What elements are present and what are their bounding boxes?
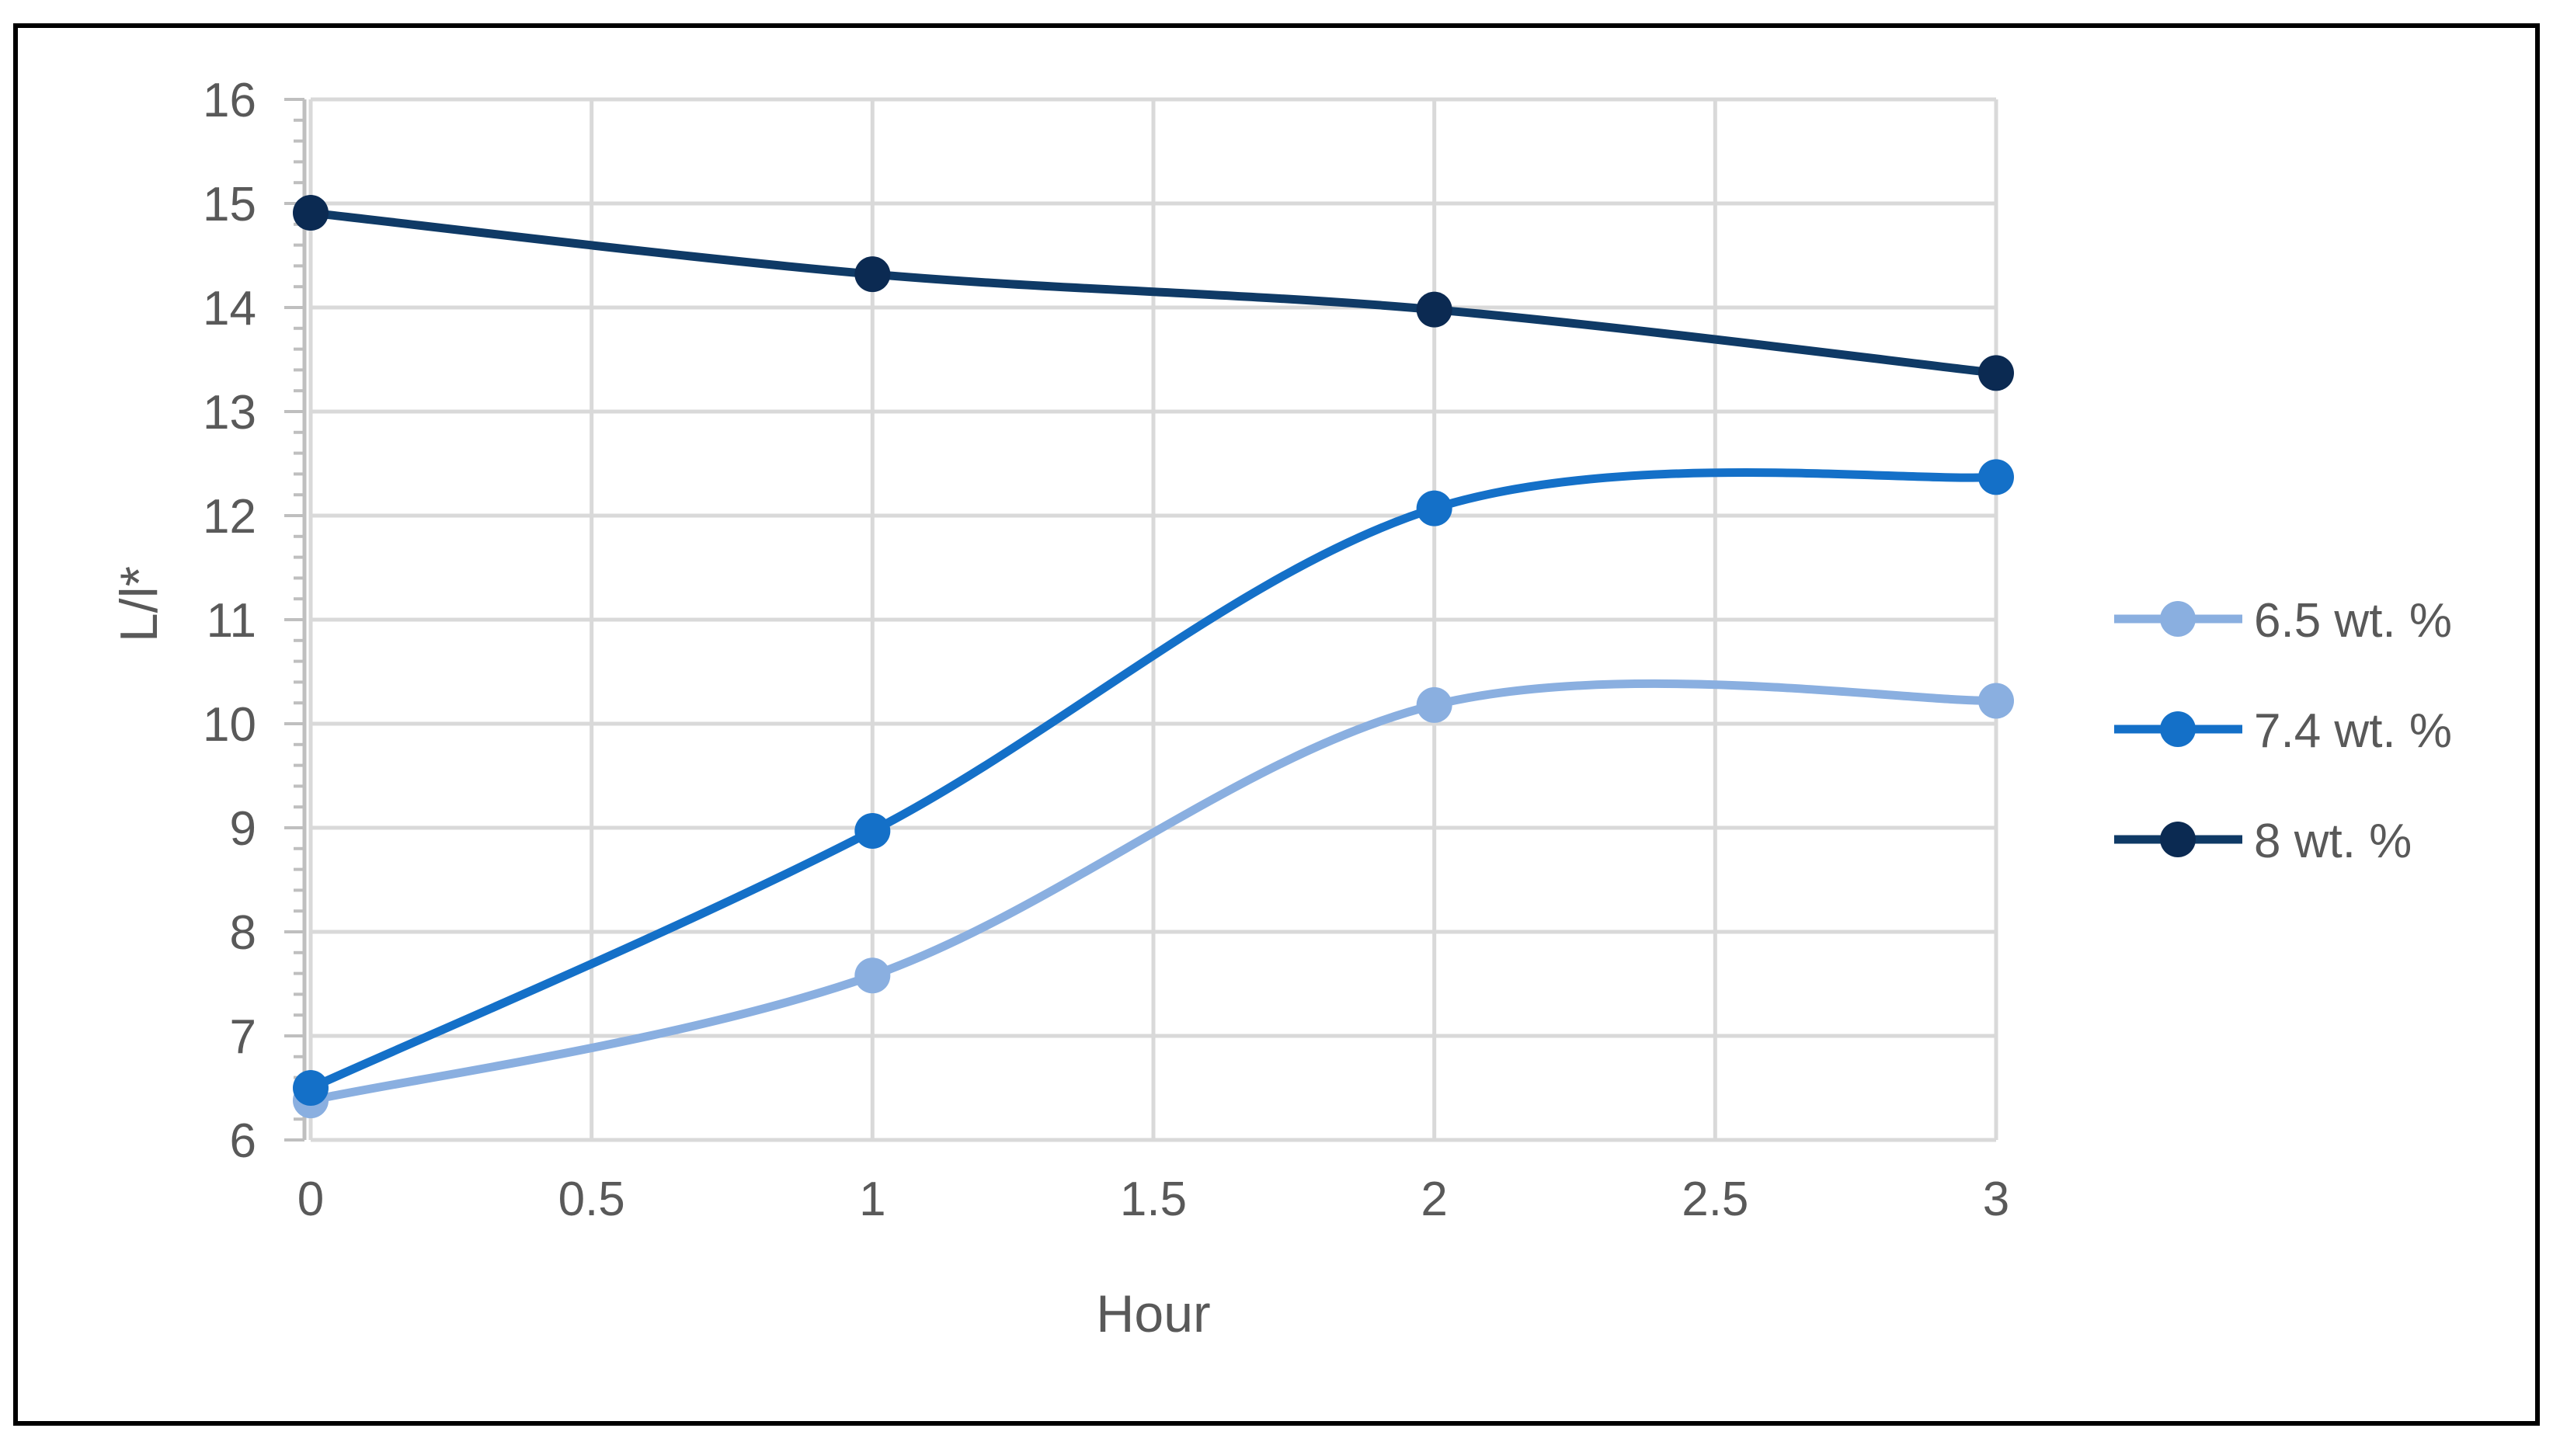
data-point (1978, 683, 2014, 719)
x-axis-label: Hour (1096, 1284, 1210, 1343)
y-tick-label: 7 (230, 1010, 256, 1064)
x-tick-label: 0.5 (558, 1173, 625, 1226)
series-group (293, 195, 2014, 1119)
x-tick-label: 2 (1421, 1173, 1447, 1226)
legend-entry: 8 wt. % (2114, 815, 2412, 868)
series-line (306, 208, 2001, 377)
y-tick-label: 13 (203, 386, 256, 440)
series-line (306, 468, 2001, 1093)
data-point (854, 256, 891, 293)
y-tick-label: 11 (207, 594, 256, 648)
y-tick-label: 10 (203, 698, 256, 752)
legend-label: 7.4 wt. % (2254, 704, 2452, 758)
legend-entry: 6.5 wt. % (2114, 594, 2452, 648)
y-tick-label: 15 (203, 178, 256, 231)
data-point (1416, 291, 1452, 328)
x-tick-label: 1 (859, 1173, 885, 1226)
legend-marker (2160, 601, 2196, 637)
legend-marker (2160, 711, 2196, 747)
x-tick-label: 3 (1983, 1173, 2009, 1226)
y-tick-label: 14 (203, 282, 256, 335)
legend-entry: 7.4 wt. % (2114, 704, 2452, 758)
data-point (1416, 686, 1452, 723)
grid (308, 97, 1998, 1142)
y-tick-label: 6 (230, 1114, 256, 1168)
legend-label: 8 wt. % (2254, 815, 2412, 868)
data-point (854, 957, 891, 994)
y-tick-label: 9 (230, 802, 256, 856)
y-tick-label: 8 (230, 906, 256, 960)
x-tick-label: 1.5 (1120, 1173, 1187, 1226)
y-axis-label: L/l* (110, 566, 169, 642)
data-point (854, 813, 891, 850)
legend: 6.5 wt. % 7.4 wt. % 8 wt. % (2114, 594, 2452, 868)
series-line (306, 679, 2001, 1105)
data-point (1416, 490, 1452, 526)
y-tick-label: 12 (203, 490, 256, 544)
legend-marker (2160, 822, 2196, 857)
x-tick-label: 0 (297, 1173, 324, 1226)
legend-label: 6.5 wt. % (2254, 594, 2452, 648)
data-point (1978, 459, 2014, 495)
data-point (1978, 355, 2014, 391)
series-2 (293, 459, 2014, 1106)
y-tick-label: 16 (203, 74, 256, 127)
x-tick-label: 2.5 (1682, 1173, 1748, 1226)
series-3 (293, 195, 2014, 391)
data-point (293, 195, 329, 231)
data-point (293, 1070, 329, 1106)
